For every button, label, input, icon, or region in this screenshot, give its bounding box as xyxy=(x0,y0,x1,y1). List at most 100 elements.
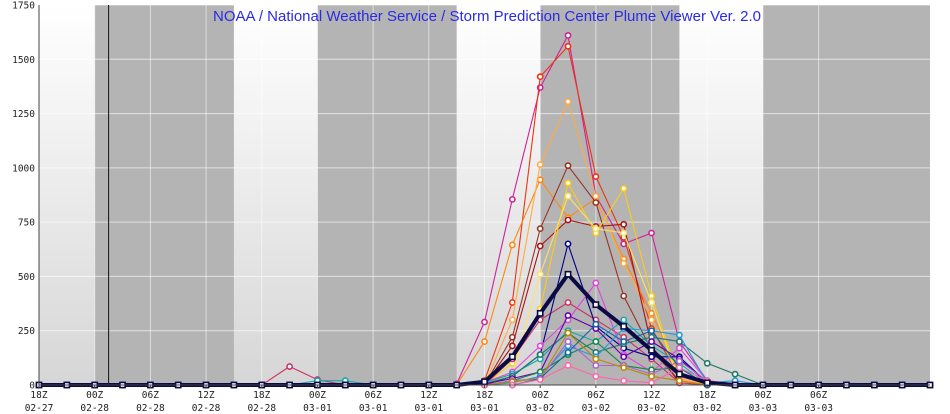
x-tick-date: 02-27 xyxy=(25,403,54,414)
member-point xyxy=(676,377,683,385)
member-point xyxy=(536,242,544,250)
member-point xyxy=(592,225,600,233)
member-point xyxy=(592,279,600,287)
member-point xyxy=(676,338,683,345)
member-point xyxy=(676,364,683,372)
y-tick-label: 0 xyxy=(29,381,35,392)
night-band xyxy=(540,5,680,385)
x-tick-date: 03-03 xyxy=(749,403,778,414)
member-point xyxy=(564,299,572,306)
member-point xyxy=(564,98,572,106)
x-tick-date: 02-28 xyxy=(80,403,109,414)
member-point xyxy=(648,338,655,345)
member-point xyxy=(536,176,544,184)
x-tick-time: 12Z xyxy=(197,390,214,401)
y-tick-label: 500 xyxy=(18,272,35,283)
axes: 0 250 500 750 1000 1250 1500 1750 18Z 02-27 00Z 02-… xyxy=(12,1,930,414)
member-point xyxy=(648,299,655,306)
x-tick-date: 03-01 xyxy=(415,403,444,414)
y-tick-label: 1250 xyxy=(12,109,35,120)
mean-point xyxy=(536,309,544,317)
member-point xyxy=(508,195,516,203)
member-point xyxy=(564,362,572,369)
member-point xyxy=(676,357,683,365)
member-point xyxy=(564,216,572,224)
mean-point xyxy=(620,322,628,330)
mean-point xyxy=(592,301,600,309)
member-point xyxy=(620,377,628,385)
member-point xyxy=(508,316,516,324)
x-tick-date: 02-28 xyxy=(247,403,276,414)
night-band xyxy=(762,5,930,385)
y-tick-label: 750 xyxy=(18,218,35,229)
y-tick-label: 250 xyxy=(18,326,35,337)
member-point xyxy=(620,316,628,324)
mean-point xyxy=(508,353,516,361)
mean-point xyxy=(564,270,572,278)
x-tick-time: 00Z xyxy=(86,390,103,401)
member-point xyxy=(564,162,572,170)
mean-point xyxy=(481,378,488,386)
x-tick-time: 00Z xyxy=(309,390,326,401)
member-point xyxy=(648,353,655,361)
member-point xyxy=(592,362,600,369)
member-point xyxy=(564,349,572,356)
mean-point xyxy=(648,346,655,354)
member-point xyxy=(620,338,628,345)
member-point xyxy=(620,292,628,300)
x-tick-date: 02-28 xyxy=(192,403,221,414)
member-point xyxy=(731,370,739,378)
member-point xyxy=(676,344,683,352)
member-point xyxy=(676,331,683,339)
member-point xyxy=(564,32,572,39)
night-band xyxy=(94,5,234,385)
member-point xyxy=(620,259,628,267)
x-tick-date: 03-02 xyxy=(526,403,555,414)
member-point xyxy=(564,179,572,187)
member-point xyxy=(564,42,572,50)
member-point xyxy=(592,192,600,200)
y-tick-label: 1750 xyxy=(12,1,35,12)
member-point xyxy=(620,229,628,237)
x-tick-time: 00Z xyxy=(532,390,549,401)
member-point xyxy=(703,359,711,367)
member-point xyxy=(508,241,516,249)
x-tick-date: 03-01 xyxy=(303,403,332,414)
x-tick-date: 03-01 xyxy=(359,403,388,414)
x-tick-time: 18Z xyxy=(30,390,47,401)
member-point xyxy=(592,372,600,380)
member-point xyxy=(648,372,655,380)
member-point xyxy=(508,299,516,306)
x-tick-date: 03-02 xyxy=(582,403,611,414)
member-point xyxy=(536,270,544,278)
x-tick-time: 06Z xyxy=(365,390,382,401)
member-point xyxy=(481,318,488,326)
member-point xyxy=(648,327,655,335)
night-band xyxy=(317,5,457,385)
member-point xyxy=(564,240,572,248)
member-point xyxy=(564,312,572,319)
x-tick-date: 03-03 xyxy=(804,403,833,414)
member-point xyxy=(620,185,628,192)
x-tick-date: 02-28 xyxy=(136,403,165,414)
x-tick-time: 18Z xyxy=(699,390,716,401)
member-point xyxy=(592,355,600,363)
member-point xyxy=(564,338,572,345)
member-point xyxy=(536,225,544,233)
member-point xyxy=(648,229,655,237)
mean-point xyxy=(676,370,683,378)
member-point xyxy=(564,192,572,200)
x-tick-time: 12Z xyxy=(643,390,660,401)
member-point xyxy=(592,199,600,206)
x-tick-time: 18Z xyxy=(476,390,493,401)
x-tick-date: 03-01 xyxy=(470,403,499,414)
y-tick-label: 1500 xyxy=(12,55,35,66)
x-tick-time: 18Z xyxy=(253,390,270,401)
member-point xyxy=(481,338,488,345)
member-point xyxy=(536,351,544,358)
x-tick-time: 06Z xyxy=(587,390,604,401)
member-point xyxy=(564,329,572,337)
x-tick-date: 03-02 xyxy=(693,403,722,414)
member-point xyxy=(286,363,293,370)
